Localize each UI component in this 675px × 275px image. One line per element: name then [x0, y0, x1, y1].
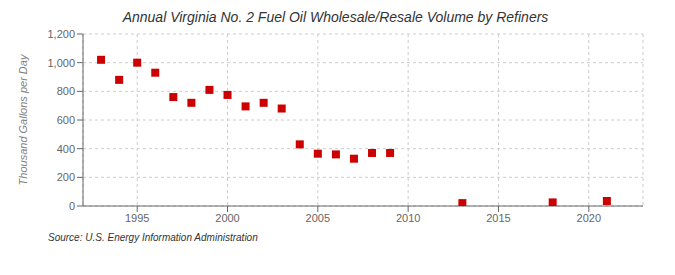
svg-text:0: 0 [69, 200, 75, 212]
svg-text:2020: 2020 [577, 212, 601, 224]
svg-text:2010: 2010 [396, 212, 420, 224]
svg-text:600: 600 [57, 114, 75, 126]
svg-text:1,200: 1,200 [47, 28, 75, 40]
html-text:Annual Virginia No. 2 Fuel Oil: Annual Virginia No. 2 Fuel Oil Wholesale… [122, 9, 549, 25]
svg-text:1,000: 1,000 [47, 57, 75, 69]
svg-text:2015: 2015 [486, 212, 510, 224]
svg-text:2000: 2000 [215, 212, 239, 224]
svg-text:400: 400 [57, 143, 75, 155]
html-text:Source: U.S. Energy Informatio: Source: U.S. Energy Information Administ… [48, 232, 258, 243]
svg-text:Thousand Gallons per Day: Thousand Gallons per Day [17, 53, 29, 185]
svg-text:1995: 1995 [125, 212, 149, 224]
svg-text:2005: 2005 [306, 212, 330, 224]
svg-text:200: 200 [57, 171, 75, 183]
svg-text:800: 800 [57, 85, 75, 97]
